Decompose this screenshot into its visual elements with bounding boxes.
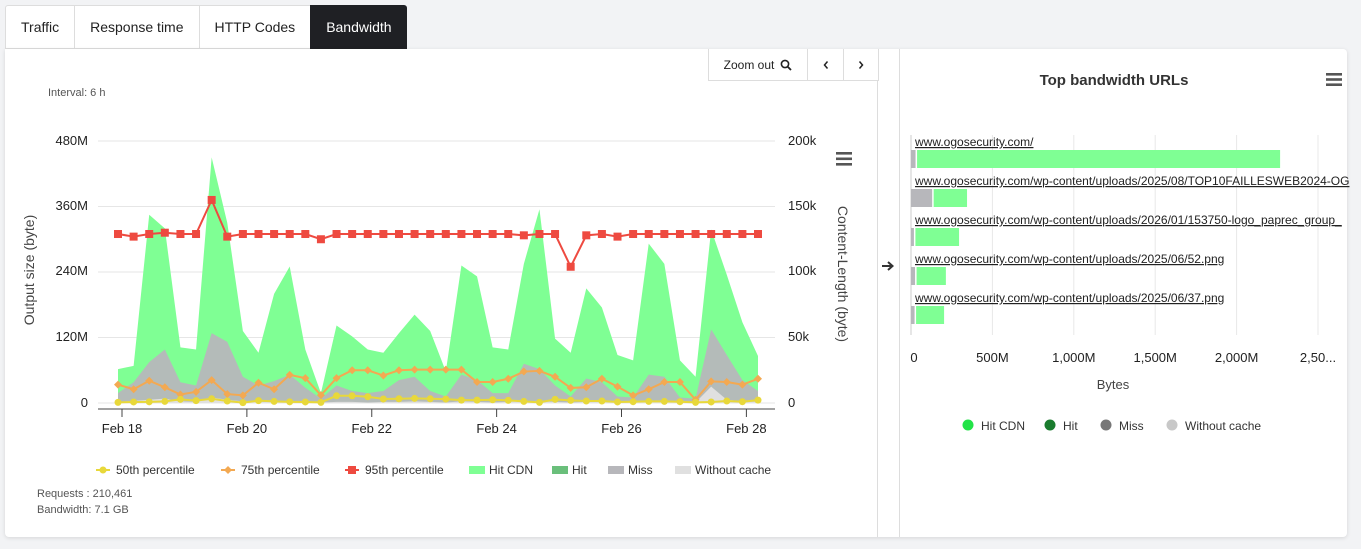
tab-bar: Traffic Response time HTTP Codes Bandwid…: [5, 5, 407, 49]
zoom-out-button[interactable]: Zoom out: [709, 49, 808, 80]
interval-label: Interval: 6 h: [48, 87, 106, 99]
tab-http-codes[interactable]: HTTP Codes: [198, 5, 311, 49]
arrow-right-icon[interactable]: [881, 259, 895, 273]
panel-divider: [877, 49, 878, 537]
hamburger-menu-icon[interactable]: [836, 152, 852, 166]
tab-bandwidth[interactable]: Bandwidth: [310, 5, 407, 49]
zoom-toolbar: Zoom out: [708, 49, 879, 81]
zoom-out-label: Zoom out: [723, 57, 775, 72]
tab-response-time[interactable]: Response time: [74, 5, 199, 49]
next-button[interactable]: [844, 49, 878, 80]
hamburger-menu-icon-right[interactable]: [1326, 73, 1342, 86]
bandwidth-stat: Bandwidth: 7.1 GB: [37, 504, 129, 516]
chevron-right-icon: [858, 60, 864, 69]
requests-stat: Requests : 210,461: [37, 488, 133, 500]
panel-divider-2: [899, 49, 900, 537]
tab-traffic[interactable]: Traffic: [5, 5, 75, 49]
search-icon: [780, 59, 792, 71]
bandwidth-card: [5, 49, 1347, 537]
chevron-left-icon: [823, 60, 828, 69]
prev-button[interactable]: [808, 49, 844, 80]
